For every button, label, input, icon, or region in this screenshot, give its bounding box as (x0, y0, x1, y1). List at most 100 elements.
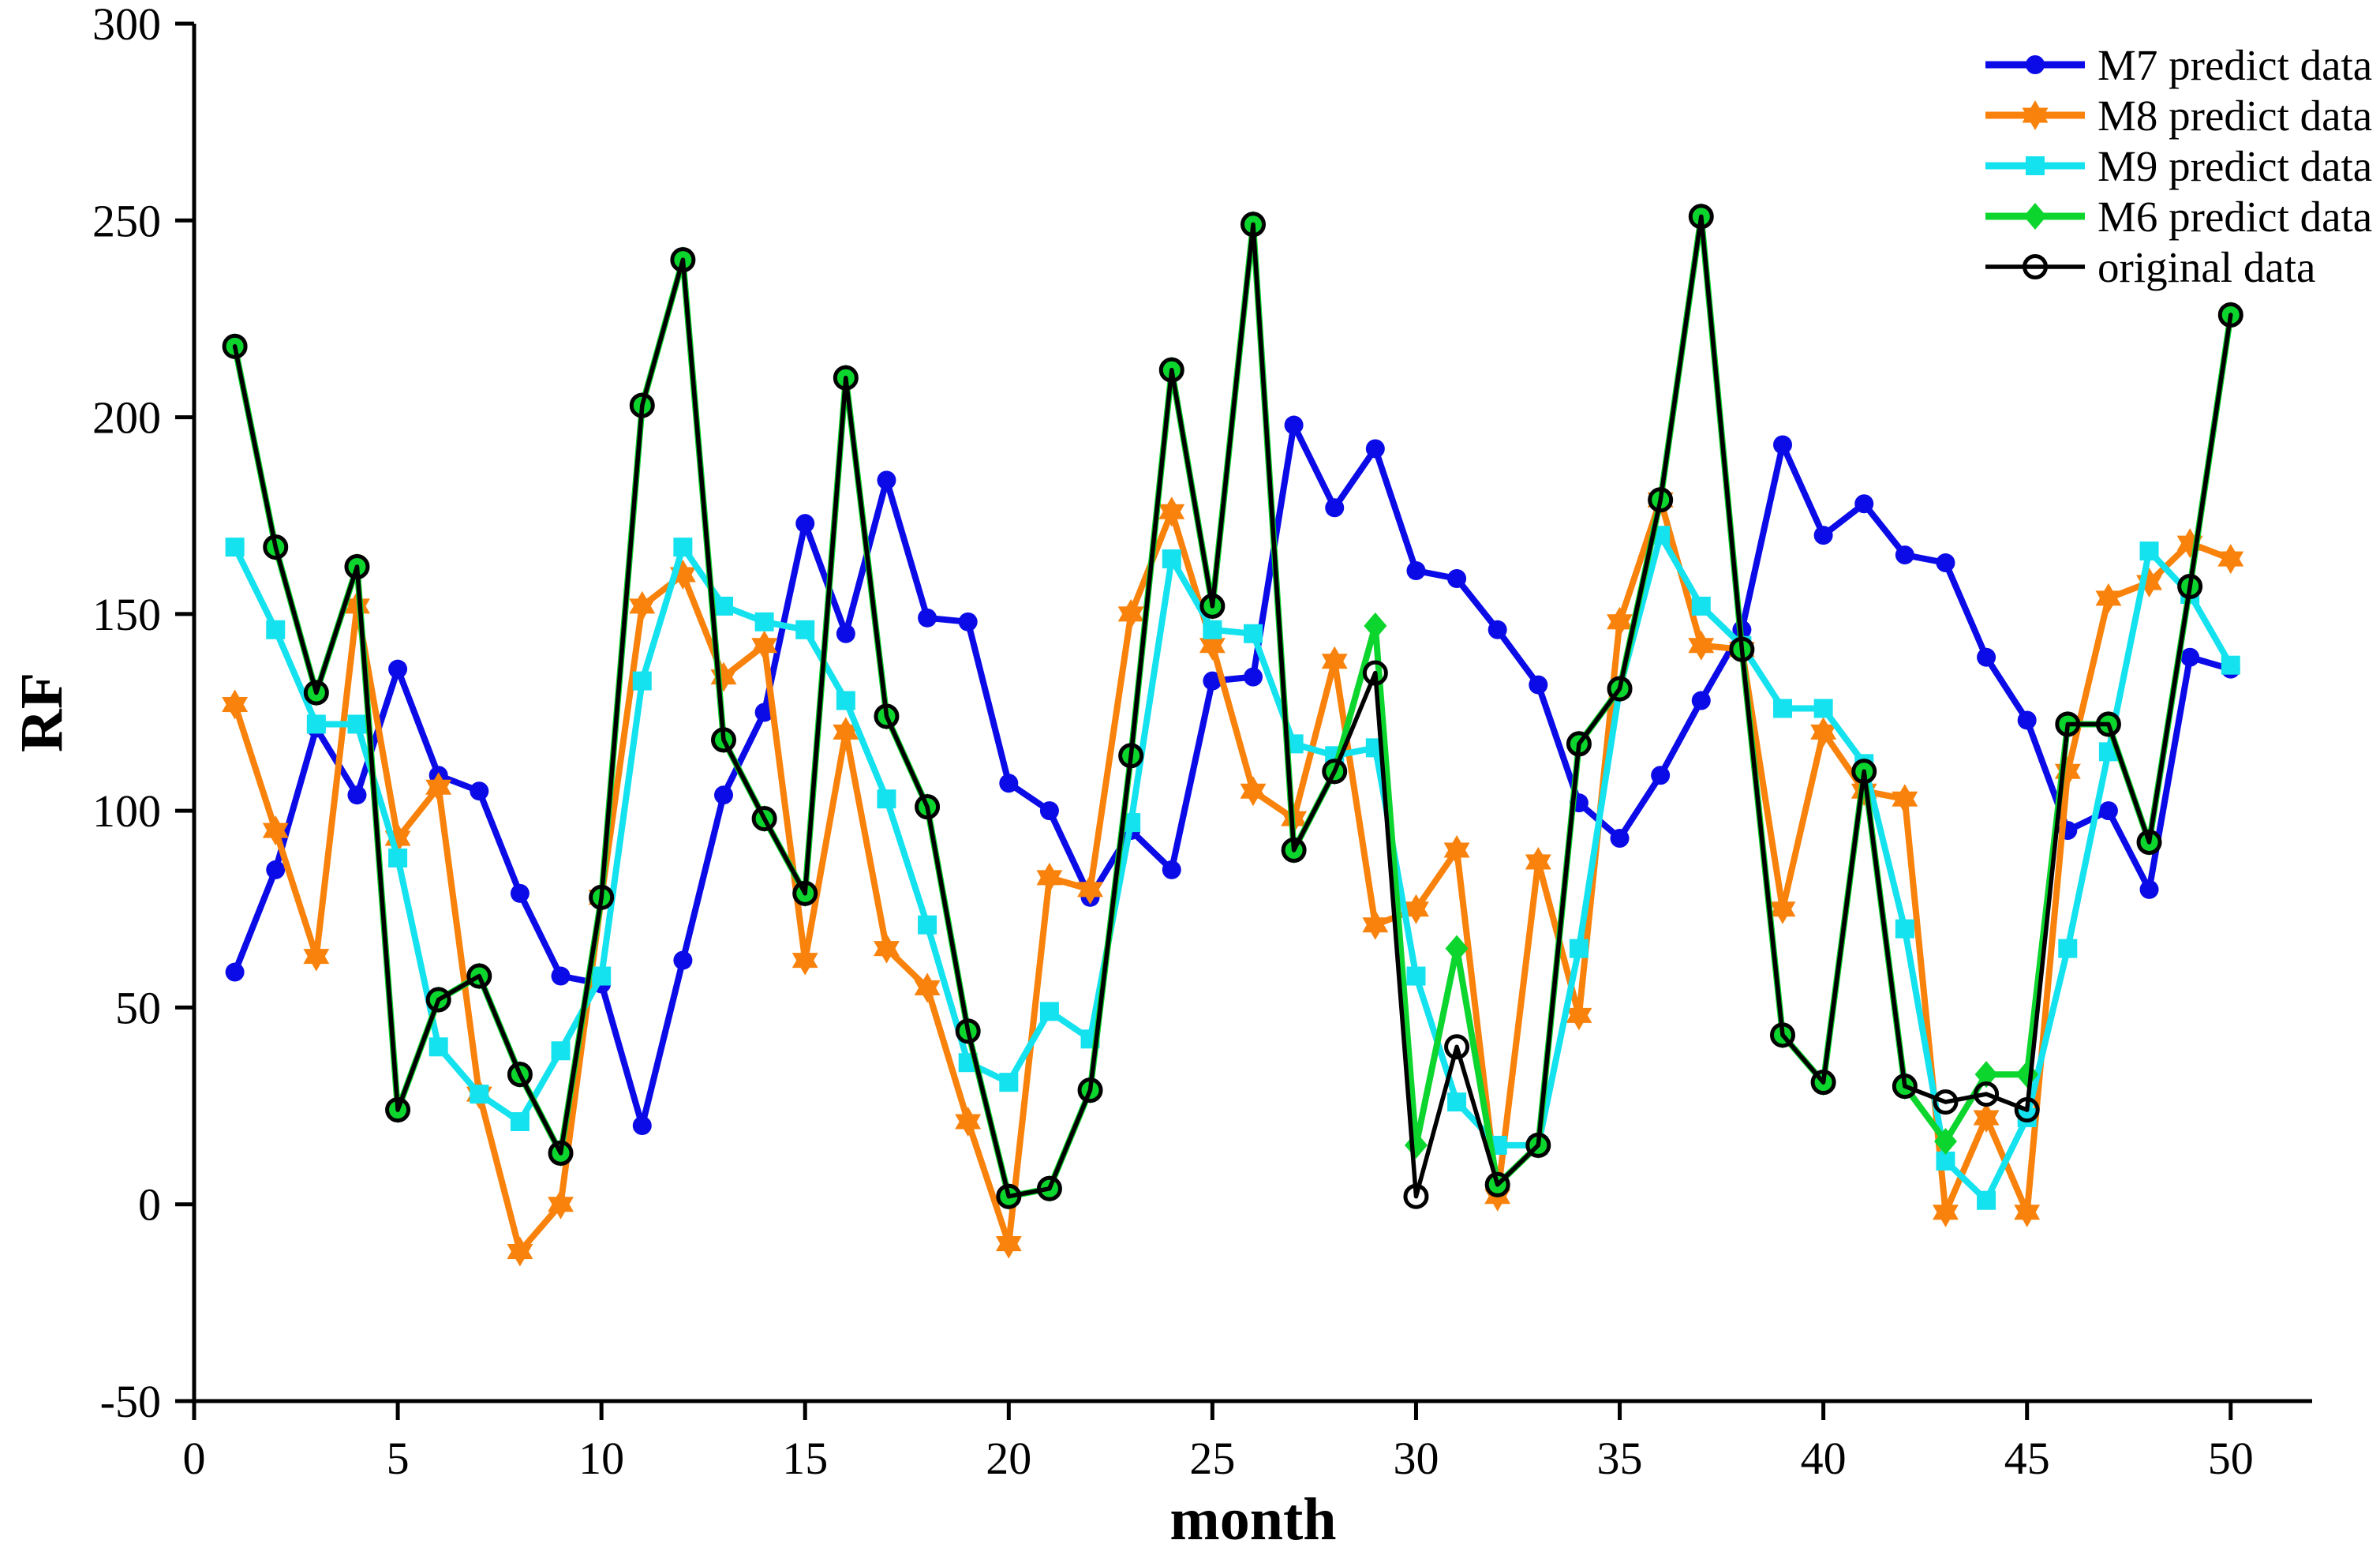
series-marker (1162, 549, 1181, 569)
series-marker (791, 945, 818, 976)
series-marker (1365, 439, 1385, 459)
series-marker (1773, 699, 1792, 718)
series-marker (995, 1228, 1022, 1259)
x-tick-label: 0 (183, 1433, 206, 1484)
series-line-3 (231, 532, 2234, 1204)
series-marker (470, 781, 489, 801)
series-marker (303, 941, 330, 972)
series-marker (1484, 1171, 1510, 1197)
legend-marker (2026, 55, 2045, 74)
series-marker (1892, 784, 1918, 815)
y-tick-label: 300 (92, 0, 161, 50)
series-marker (1447, 1092, 1467, 1112)
series-marker (1158, 496, 1185, 527)
series-marker (1810, 717, 1837, 748)
series-marker (751, 630, 778, 661)
series-marker (344, 554, 370, 580)
y-tick-label: 0 (138, 1179, 161, 1231)
series-line-5 (232, 214, 2233, 1199)
y-tick-label: -50 (100, 1376, 161, 1427)
series-marker (629, 590, 656, 621)
series-marker (1158, 357, 1184, 383)
series-marker (470, 1085, 489, 1104)
series-marker (1607, 606, 1633, 637)
series-marker (673, 950, 693, 970)
series-marker (2136, 830, 2162, 856)
series-marker (1406, 966, 1426, 986)
series-marker (1118, 743, 1144, 769)
series-marker (877, 789, 896, 809)
series-marker (225, 538, 245, 557)
y-axis-label: RF (9, 673, 75, 752)
y-tick-label: 50 (115, 982, 161, 1033)
x-tick-label: 35 (1597, 1433, 1643, 1484)
series-marker (833, 365, 859, 391)
series-marker (1607, 676, 1633, 702)
series-marker (955, 1107, 982, 1137)
series-marker (670, 247, 696, 273)
series-marker (1362, 660, 1388, 686)
series-marker (2095, 711, 2121, 737)
series-marker (1321, 646, 1348, 676)
series-marker (1039, 801, 1059, 821)
x-tick-label: 45 (2004, 1433, 2050, 1484)
series-marker (754, 612, 774, 631)
series-marker (877, 470, 896, 490)
series-marker (1117, 598, 1144, 629)
series-marker (507, 1236, 533, 1267)
series-marker (1077, 874, 1103, 905)
series-marker (2139, 879, 2159, 899)
legend-label: M6 predict data (2097, 193, 2372, 241)
legend-label: original data (2097, 243, 2315, 291)
series-marker (711, 727, 736, 753)
series-marker (1851, 759, 1877, 785)
series-marker (714, 596, 733, 616)
series-marker (2221, 655, 2240, 675)
series-marker (303, 680, 329, 706)
series-marker (266, 860, 286, 879)
series-marker (1364, 612, 1387, 639)
series-marker (1529, 675, 1548, 695)
series-marker (955, 1018, 981, 1044)
series-marker (1974, 1061, 1998, 1088)
series-marker (1525, 847, 1551, 877)
series-marker (1039, 1002, 1059, 1021)
x-tick-label: 40 (1801, 1433, 1847, 1484)
series-marker (918, 915, 937, 935)
series-marker (1362, 909, 1389, 940)
legend-marker (2026, 156, 2045, 175)
series-marker (225, 962, 245, 982)
series-marker (1973, 1103, 2000, 1133)
series-marker (1770, 1022, 1795, 1048)
series-marker (551, 1041, 571, 1061)
series-marker (1895, 545, 1914, 565)
series-marker (1688, 630, 1715, 661)
series-marker (1648, 487, 1674, 513)
series-marker (510, 883, 530, 903)
series-marker (2217, 302, 2243, 328)
y-tick-label: 200 (92, 392, 161, 444)
series-marker (266, 620, 286, 639)
series-marker (1854, 494, 1874, 514)
series-marker (914, 972, 941, 1003)
series-marker (1281, 837, 1307, 863)
series-marker (1325, 498, 1345, 518)
series-marker (1445, 935, 1469, 962)
series-marker (1933, 1127, 1957, 1155)
series-marker (1813, 699, 1833, 718)
series-marker (2095, 583, 2122, 613)
series-marker (1977, 1190, 1996, 1210)
series-marker (548, 1189, 574, 1220)
series-marker (551, 966, 571, 986)
series-marker (592, 966, 612, 986)
series-marker (1651, 766, 1671, 785)
series-marker (1403, 894, 1429, 924)
series-marker (1566, 1000, 1592, 1031)
series-marker (795, 514, 815, 534)
series-marker (306, 714, 326, 734)
series-marker (2014, 1097, 2040, 1123)
series-marker (1241, 212, 1266, 238)
series-marker (1403, 1183, 1429, 1209)
series-marker (958, 612, 978, 631)
